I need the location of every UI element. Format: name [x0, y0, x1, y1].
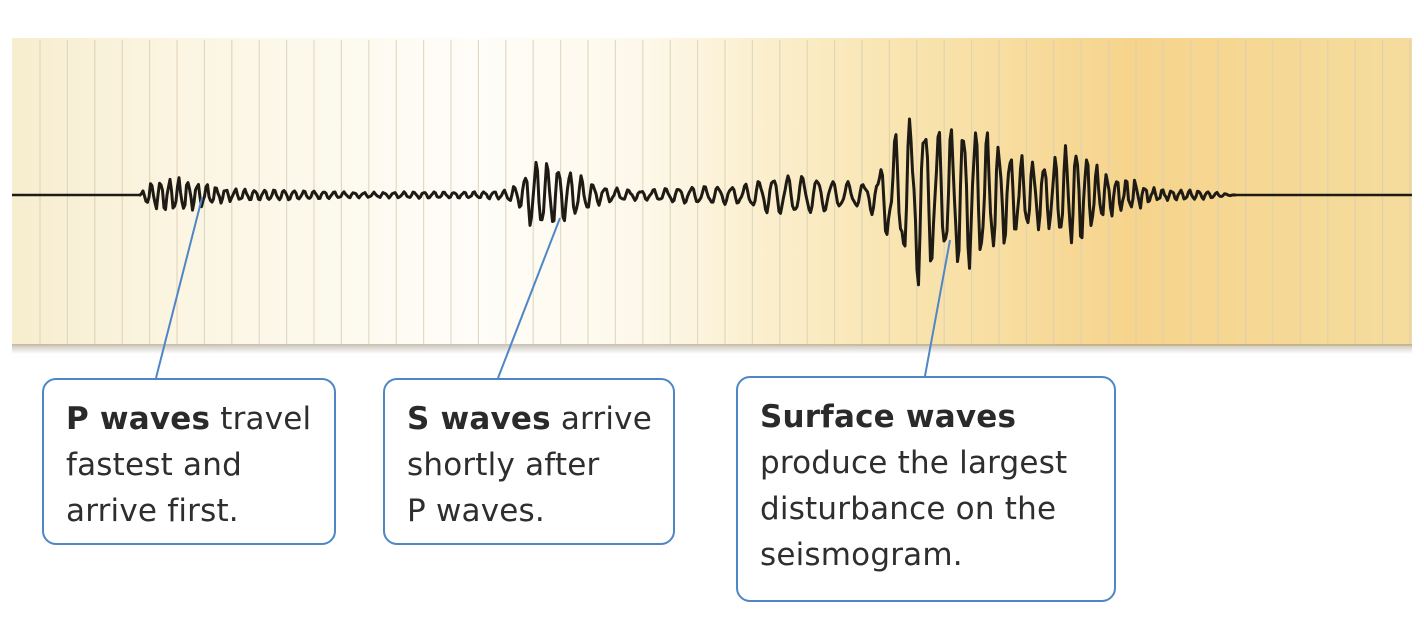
p-waves-line-1: P waves travel — [66, 396, 314, 442]
s-waves-line-2: shortly after — [407, 447, 600, 483]
s-waves-callout: S waves arrive shortly after P waves. — [383, 378, 675, 545]
surface-waves-term: Surface waves — [760, 399, 1017, 435]
seismograph-trace — [138, 117, 1237, 287]
p-waves-term: P waves — [66, 401, 211, 437]
s-waves-line-1: S waves arrive — [407, 396, 653, 442]
surface-wave-leader-line — [924, 239, 951, 377]
paper-shadow — [12, 344, 1412, 354]
p-waves-line-2: fastest and — [66, 447, 242, 483]
p-waves-callout: P waves travel fastest and arrive first. — [42, 378, 336, 545]
s-waves-line-1-rest: arrive — [560, 401, 653, 437]
p-waves-line-1-rest: travel — [220, 401, 312, 437]
surface-waves-callout: Surface waves produce the largest distur… — [736, 376, 1116, 602]
s-waves-term: S waves — [407, 401, 551, 437]
surface-waves-line-2: produce the largest — [760, 445, 1068, 481]
s-wave-leader-line — [497, 217, 561, 379]
paper-strip — [12, 38, 1412, 346]
p-wave-leader-line — [155, 197, 203, 379]
p-waves-line-3: arrive first. — [66, 493, 239, 529]
surface-waves-line-3: disturbance on the — [760, 491, 1057, 527]
surface-waves-line-1: Surface waves — [760, 394, 1094, 440]
surface-waves-line-4: seismogram. — [760, 537, 963, 573]
s-waves-line-3: P waves. — [407, 493, 545, 529]
